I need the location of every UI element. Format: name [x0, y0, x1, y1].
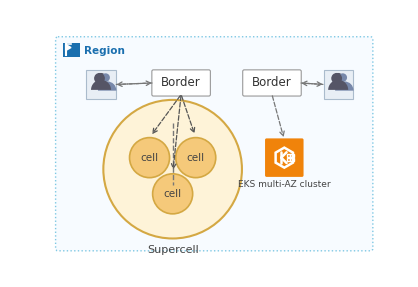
- Text: Border: Border: [252, 76, 292, 90]
- FancyBboxPatch shape: [324, 70, 353, 99]
- FancyBboxPatch shape: [87, 70, 116, 99]
- Circle shape: [103, 100, 242, 238]
- Circle shape: [333, 73, 344, 84]
- Circle shape: [331, 73, 342, 84]
- FancyBboxPatch shape: [152, 70, 210, 96]
- Wedge shape: [335, 82, 354, 91]
- Circle shape: [94, 73, 105, 84]
- Polygon shape: [66, 44, 71, 51]
- FancyBboxPatch shape: [56, 37, 373, 251]
- Text: Region: Region: [84, 46, 125, 56]
- Circle shape: [130, 138, 170, 178]
- FancyBboxPatch shape: [63, 43, 80, 57]
- Circle shape: [176, 138, 216, 178]
- Circle shape: [153, 174, 193, 214]
- Circle shape: [96, 73, 107, 84]
- Text: Supercell: Supercell: [147, 245, 199, 255]
- Text: cell: cell: [140, 153, 158, 163]
- Text: cell: cell: [163, 189, 182, 199]
- Circle shape: [339, 73, 347, 82]
- FancyBboxPatch shape: [243, 70, 301, 96]
- FancyBboxPatch shape: [265, 138, 303, 177]
- Text: Border: Border: [161, 76, 201, 90]
- Text: cell: cell: [187, 153, 205, 163]
- Wedge shape: [91, 80, 111, 90]
- Circle shape: [102, 73, 110, 82]
- Wedge shape: [328, 80, 348, 90]
- Text: EKS multi-AZ cluster: EKS multi-AZ cluster: [238, 180, 331, 189]
- Wedge shape: [98, 82, 117, 91]
